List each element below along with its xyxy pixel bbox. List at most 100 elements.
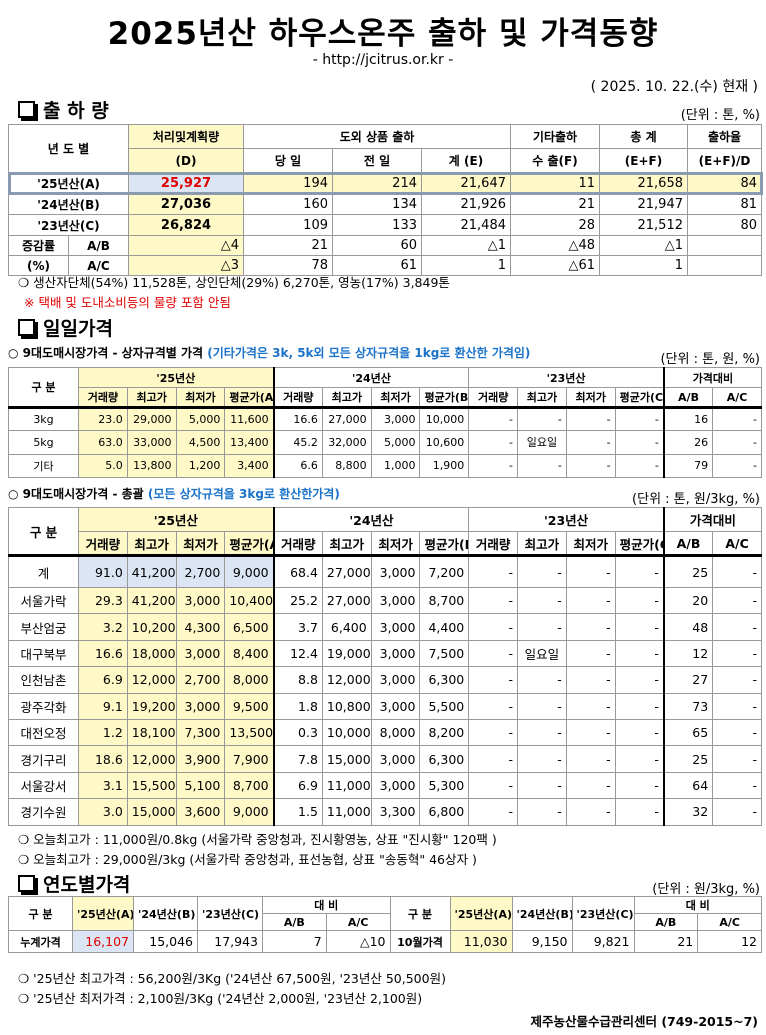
table-cell: 8,000 — [224, 666, 275, 694]
table-cell: - — [614, 554, 665, 588]
table-cell: 11,030 — [449, 930, 513, 953]
header-cell: 기타출하 — [510, 124, 600, 149]
table-row: 기타 5.0 13,800 1,200 3,400 6.6 8,800 1,000 1,900-… — [8, 453, 762, 478]
table-cell: 3.7 — [273, 613, 323, 641]
table-cell: 8,200 — [419, 718, 470, 747]
row-label: 서울강서 — [8, 771, 79, 800]
table-cell: 8,400 — [224, 639, 275, 668]
table-cell: 26 — [663, 430, 714, 455]
table-row: 대구북부 16.6 18,000 3,000 8,400 12.4 19,000 3,000 7… — [8, 639, 762, 668]
row-label: (%) — [8, 255, 69, 276]
daily-high-note-2: ❍ 오늘최고가 : 29,000원/3kg (서울가락 중앙청과, 표선농협, … — [18, 852, 477, 867]
row-label: 부산엄궁 — [8, 613, 79, 641]
table-cell: 41,200 — [126, 554, 177, 588]
table-cell: 6,400 — [321, 613, 372, 641]
table-cell: 10,000 — [419, 405, 470, 432]
header-cell: A/C — [712, 531, 762, 556]
table-cell: 13,400 — [224, 430, 275, 455]
table-cell: - — [712, 771, 762, 800]
header-cell: 전 일 — [332, 148, 422, 173]
header-cell: (E+F)/D — [687, 148, 762, 173]
table-row: 구 분 '25년산 '24년산 '23년산 가격대비 — [8, 507, 762, 556]
table-cell: 13,500 — [224, 718, 275, 747]
table-row: 계 91.0 41,200 2,700 9,000 68.4 27,000 3,000 7,20… — [8, 554, 762, 588]
table-row: 경기구리 18.6 12,000 3,900 7,900 7.8 15,000 3,000 6,… — [8, 745, 762, 773]
table-cell: - — [517, 554, 567, 588]
table-cell: - — [712, 586, 762, 615]
header-cell: 평균가(C) — [614, 531, 665, 556]
table-cell: 1.5 — [273, 798, 323, 826]
header-cell: '24년산 — [273, 507, 470, 532]
table-cell: - — [468, 718, 519, 747]
table-cell: 45.2 — [273, 430, 323, 455]
shipment-warning: ※ 택배 및 도내소비등의 물량 포함 안됨 — [24, 295, 231, 310]
table-cell: - — [565, 453, 616, 478]
row-label: 10월가격 — [389, 930, 451, 953]
header-cell: '24년산(B) — [133, 896, 198, 931]
table-cell: 3,000 — [175, 586, 226, 615]
table-cell: - — [517, 613, 567, 641]
header-cell: 최고가 — [517, 387, 567, 408]
header-cell: '25년산(A) — [72, 896, 134, 931]
header-cell: 최고가 — [321, 531, 372, 556]
table-cell: 3,000 — [370, 692, 421, 720]
table-row: 부산엄궁 3.2 10,200 4,300 6,500 3.7 6,400 3,000 4,40… — [8, 613, 762, 641]
header-cell: A/B — [262, 913, 327, 931]
header-cell: 거래량 — [78, 531, 128, 556]
header-cell: '23년산(C) — [197, 896, 263, 931]
table-cell: 15,046 — [133, 930, 198, 953]
table-cell: - — [712, 613, 762, 641]
row-label: '23년산(C) — [8, 214, 129, 236]
yearly-low-note: ❍ '25년산 최저가격 : 2,100원/3Kg ('24년산 2,000원,… — [18, 991, 423, 1006]
page-title: 2025년산 하우스온주 출하 및 가격동향 — [107, 16, 659, 52]
table-cell: - — [712, 692, 762, 720]
table-cell: 3,000 — [175, 692, 226, 720]
table-cell: - — [468, 745, 519, 773]
table-cell: 23.0 — [78, 405, 128, 432]
row-label: 대전오정 — [8, 718, 79, 747]
table-cell: 3,000 — [370, 639, 421, 668]
table-row: (%) A/C △3 78 61 1 △61 1 — [8, 255, 762, 276]
table-cell: 19,200 — [126, 692, 177, 720]
table-cell: - — [712, 430, 762, 455]
website-url[interactable]: - http://jcitrus.or.kr - — [312, 52, 454, 68]
table-cell: 25 — [663, 745, 714, 773]
table-cell: 4,300 — [175, 613, 226, 641]
table-cell: - — [712, 453, 762, 478]
table-cell: - — [712, 798, 762, 826]
table-cell: - — [614, 771, 665, 800]
table-cell: - — [712, 718, 762, 747]
table-cell: 3,400 — [224, 453, 275, 478]
table-cell: 9,821 — [571, 930, 635, 953]
box-size-subtitle: ○ 9대도매시장가격 - 상자규격별 가격 (기타가격은 3k, 5k외 모든 … — [8, 344, 530, 361]
table-row: 경기수원 3.0 15,000 3,600 9,000 1.5 11,000 3,300 6,8… — [8, 798, 762, 826]
header-cell: A/C — [697, 913, 762, 931]
table-cell: 4,400 — [419, 613, 470, 641]
table-cell: 27,000 — [321, 405, 372, 432]
table-cell: 21 — [243, 235, 333, 256]
table-cell: 7.8 — [273, 745, 323, 773]
table-cell: 3,000 — [370, 405, 421, 432]
table-cell: - — [565, 586, 616, 615]
table-cell: 10,000 — [321, 718, 372, 747]
table-cell: - — [614, 586, 665, 615]
subtitle-note: (기타가격은 3k, 5k외 모든 상자규격을 1kg로 환산한 가격임) — [207, 346, 531, 360]
table-cell: 3,000 — [370, 666, 421, 694]
row-label: 3kg — [8, 405, 79, 432]
table-cell: 16.6 — [78, 639, 128, 668]
table-row: 구 분 '25년산 '24년산 '23년산 가격대비 — [8, 367, 762, 408]
header-cell: A/B — [633, 913, 699, 931]
table-cell: 1,900 — [419, 453, 470, 478]
section-daily-price-heading: 일일가격 — [18, 314, 113, 341]
table-cell: 11,000 — [321, 798, 372, 826]
table-cell: 2,700 — [175, 554, 226, 588]
box-size-price-table: 구 분 '25년산 '24년산 '23년산 가격대비 거래량 최고가 최저가 평균가(A) 거래량… — [8, 367, 762, 478]
table-cell: 3,600 — [175, 798, 226, 826]
header-cell: 최저가 — [175, 531, 226, 556]
row-label: 누계가격 — [8, 930, 73, 953]
table-cell: - — [468, 798, 519, 826]
table-cell: △1 — [421, 235, 511, 256]
table-cell: 5,500 — [419, 692, 470, 720]
table-cell: - — [517, 666, 567, 694]
table-cell: - — [468, 692, 519, 720]
